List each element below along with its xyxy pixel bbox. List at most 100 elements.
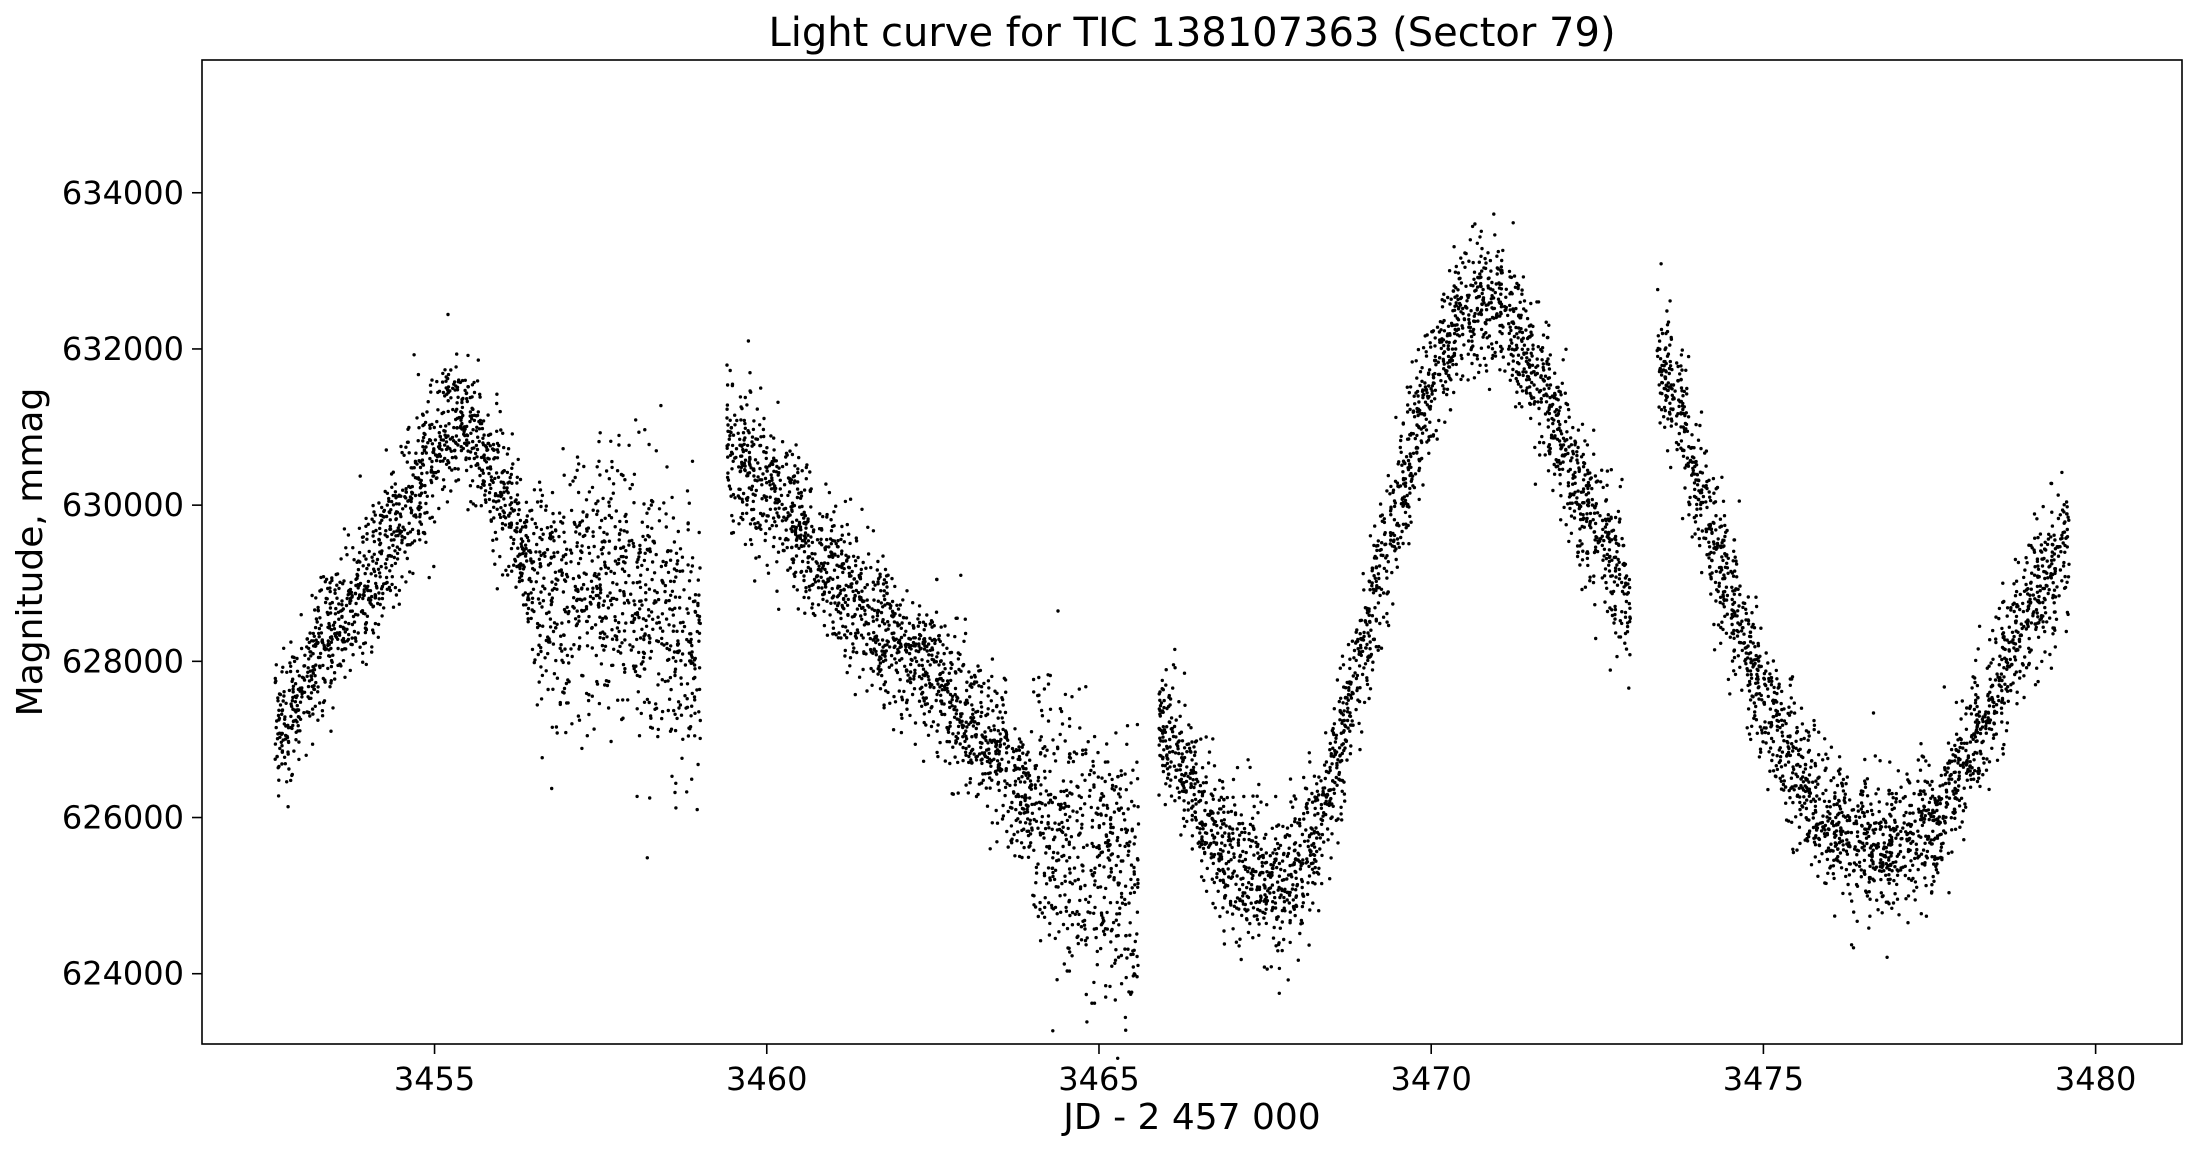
data-point — [425, 494, 429, 498]
data-point — [576, 714, 581, 718]
data-point — [635, 613, 640, 617]
data-point — [1337, 746, 1342, 750]
data-point — [463, 425, 467, 430]
data-point — [555, 676, 560, 680]
data-point — [1295, 882, 1300, 887]
data-point — [1256, 811, 1260, 815]
data-point — [1000, 768, 1004, 772]
data-point — [1112, 788, 1117, 792]
data-point — [487, 497, 492, 502]
data-point — [1022, 796, 1027, 800]
data-point — [743, 458, 748, 462]
data-point — [1200, 837, 1204, 841]
data-point — [696, 603, 700, 608]
data-point — [596, 555, 600, 559]
data-point — [1296, 958, 1301, 962]
data-point — [734, 447, 739, 451]
data-point — [1311, 901, 1315, 905]
data-point — [1252, 804, 1256, 809]
data-point — [946, 730, 951, 734]
data-point — [273, 676, 277, 681]
data-point — [946, 689, 950, 693]
data-point — [755, 479, 759, 483]
data-point — [686, 528, 690, 532]
data-point — [974, 758, 979, 762]
data-point — [925, 702, 930, 706]
data-point — [1256, 851, 1260, 855]
data-point — [756, 461, 760, 465]
data-point — [557, 534, 561, 539]
data-point — [864, 566, 868, 570]
data-point — [276, 713, 281, 718]
data-point — [1003, 678, 1008, 682]
data-point — [559, 568, 563, 572]
data-point — [764, 456, 768, 461]
data-point — [352, 620, 357, 624]
data-point — [499, 428, 503, 432]
data-point — [964, 746, 968, 751]
data-point — [314, 596, 318, 600]
data-point — [825, 515, 829, 519]
data-point — [784, 528, 788, 532]
data-point — [333, 591, 337, 595]
data-point — [647, 700, 651, 705]
data-point — [958, 700, 962, 704]
data-point — [599, 567, 603, 571]
data-point — [345, 627, 349, 631]
data-point — [569, 551, 574, 555]
data-point — [1036, 914, 1041, 919]
data-point — [1110, 831, 1115, 835]
data-point — [493, 530, 498, 535]
data-point — [932, 660, 937, 664]
data-point — [1168, 737, 1172, 742]
data-point — [1298, 931, 1302, 936]
data-point — [1169, 778, 1173, 782]
data-point — [996, 729, 1000, 733]
data-point — [291, 684, 296, 688]
data-point — [972, 720, 976, 724]
data-point — [1169, 716, 1174, 720]
data-point — [487, 433, 491, 437]
data-point — [474, 443, 479, 448]
data-point — [1072, 866, 1077, 870]
data-point — [1059, 709, 1064, 714]
data-point — [1257, 933, 1261, 937]
data-point — [654, 449, 658, 453]
data-point — [412, 353, 416, 357]
data-point — [477, 439, 481, 444]
data-point — [540, 605, 544, 609]
data-point — [869, 650, 873, 654]
data-point — [436, 408, 440, 412]
data-point — [440, 448, 444, 452]
data-point — [1026, 855, 1031, 859]
data-point — [945, 646, 949, 650]
data-point — [410, 492, 414, 496]
data-point — [529, 557, 533, 561]
data-point — [1166, 704, 1171, 709]
data-point — [1251, 794, 1255, 798]
data-point — [836, 554, 840, 558]
data-point — [639, 711, 643, 716]
data-point — [526, 606, 531, 611]
data-point — [410, 466, 415, 470]
data-point — [777, 471, 781, 475]
data-point — [896, 607, 901, 611]
data-point — [1060, 881, 1064, 886]
data-point — [1230, 912, 1235, 916]
data-point — [453, 466, 457, 471]
data-point — [971, 707, 975, 712]
data-point — [1109, 870, 1114, 874]
data-point — [1231, 837, 1236, 841]
data-point — [686, 734, 691, 738]
data-point — [495, 392, 499, 396]
data-point — [1209, 841, 1213, 846]
data-point — [1292, 794, 1296, 798]
data-point — [964, 720, 968, 724]
data-point — [781, 542, 785, 546]
data-point — [546, 651, 550, 656]
data-point — [456, 395, 460, 399]
data-point — [510, 432, 514, 436]
data-point — [905, 589, 909, 593]
data-point — [686, 611, 690, 615]
data-point — [892, 638, 897, 642]
